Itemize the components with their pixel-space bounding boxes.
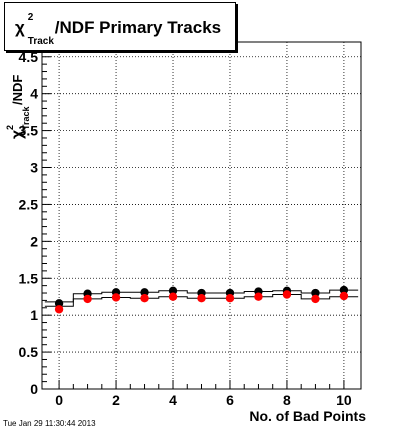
timestamp: Tue Jan 29 11:30:44 2013 [3,419,96,428]
y-tick-label: 4.5 [19,49,39,65]
y-tick-label: 4 [30,86,38,102]
data-point [54,299,64,308]
y-tick-label: 0.5 [19,344,39,360]
data-point [197,293,206,303]
data-point [339,285,349,295]
chart-title-box: χ 2 Track/NDF Primary Tracks [4,2,236,51]
data-point [111,293,121,302]
data-point [140,288,149,297]
axes: 0 2 4 6 8 10 0 0.5 1 1.5 2 2.5 3 3.5 4 4.5 [19,41,352,408]
y-axis-label-rest: /NDF [10,75,25,105]
data-point [54,305,64,314]
y-axis-label-sub: Track [21,105,31,130]
y-axis-label-sup: 2 [5,125,15,130]
data-point [168,286,178,296]
y-tick-label: 3.5 [19,123,39,139]
data-point [254,292,263,301]
y-axis-label: χ 2 Track /NDF [5,75,31,139]
data-point [311,288,320,298]
x-tick-label: 6 [226,392,234,408]
grid [42,42,361,390]
x-tick-label: 8 [283,392,291,408]
data-points [54,285,349,314]
y-tick-label: 2 [30,233,38,249]
data-point [83,294,92,304]
data-point [339,291,349,301]
y-axis-label-chi: χ [9,129,26,139]
title-chi: χ [15,18,25,37]
data-point [225,293,235,303]
chart-title: χ 2 Track/NDF Primary Tracks [15,12,222,47]
x-tick-label: 10 [336,392,352,408]
data-point [311,294,320,304]
y-tick-label: 2.5 [19,196,39,212]
y-tick-label: 1.5 [19,270,39,286]
y-tick-label: 1 [30,307,38,323]
x-tick-label: 2 [112,392,120,408]
title-sup: 2 [27,12,34,23]
data-point [168,292,178,301]
data-point [282,290,292,299]
step-line [44,293,359,307]
title-rest: /NDF Primary Tracks [54,18,222,37]
x-axis-label: No. of Bad Points [249,408,366,424]
title-sub: Track [27,36,54,47]
data-point [140,293,149,303]
x-tick-label: 0 [55,392,63,408]
y-tick-label: 0 [30,381,38,397]
y-tick-label: 3 [30,160,38,176]
x-tick-label: 4 [169,392,177,408]
